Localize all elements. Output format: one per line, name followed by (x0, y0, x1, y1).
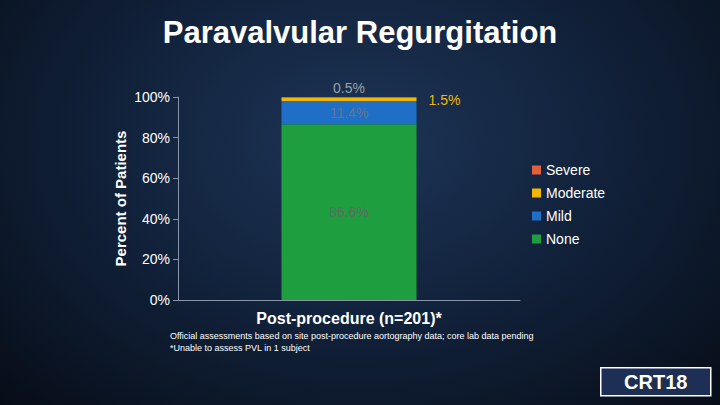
svg-text:0.5%: 0.5% (333, 80, 365, 96)
svg-text:CRT18: CRT18 (624, 371, 687, 393)
svg-text:None: None (546, 231, 580, 247)
svg-text:11.4%: 11.4% (330, 105, 369, 121)
svg-text:0%: 0% (150, 292, 170, 308)
svg-text:Moderate: Moderate (546, 185, 605, 201)
svg-text:1.5%: 1.5% (429, 92, 461, 108)
svg-text:Post-procedure (n=201)*: Post-procedure (n=201)* (256, 310, 442, 327)
svg-text:*Unable to assess PVL in 1 sub: *Unable to assess PVL in 1 subject (170, 343, 310, 353)
svg-text:60%: 60% (142, 170, 170, 186)
svg-text:Severe: Severe (546, 162, 591, 178)
svg-text:Mild: Mild (546, 208, 572, 224)
svg-text:20%: 20% (142, 251, 170, 267)
svg-text:40%: 40% (142, 211, 170, 227)
svg-text:80%: 80% (142, 130, 170, 146)
svg-text:86.6%: 86.6% (329, 204, 369, 220)
svg-text:Paravalvular Regurgitation: Paravalvular Regurgitation (163, 15, 558, 50)
svg-text:100%: 100% (134, 89, 170, 105)
svg-text:Official assessments based on: Official assessments based on site post-… (170, 331, 534, 341)
svg-text:Percent of Patients: Percent of Patients (112, 131, 129, 267)
